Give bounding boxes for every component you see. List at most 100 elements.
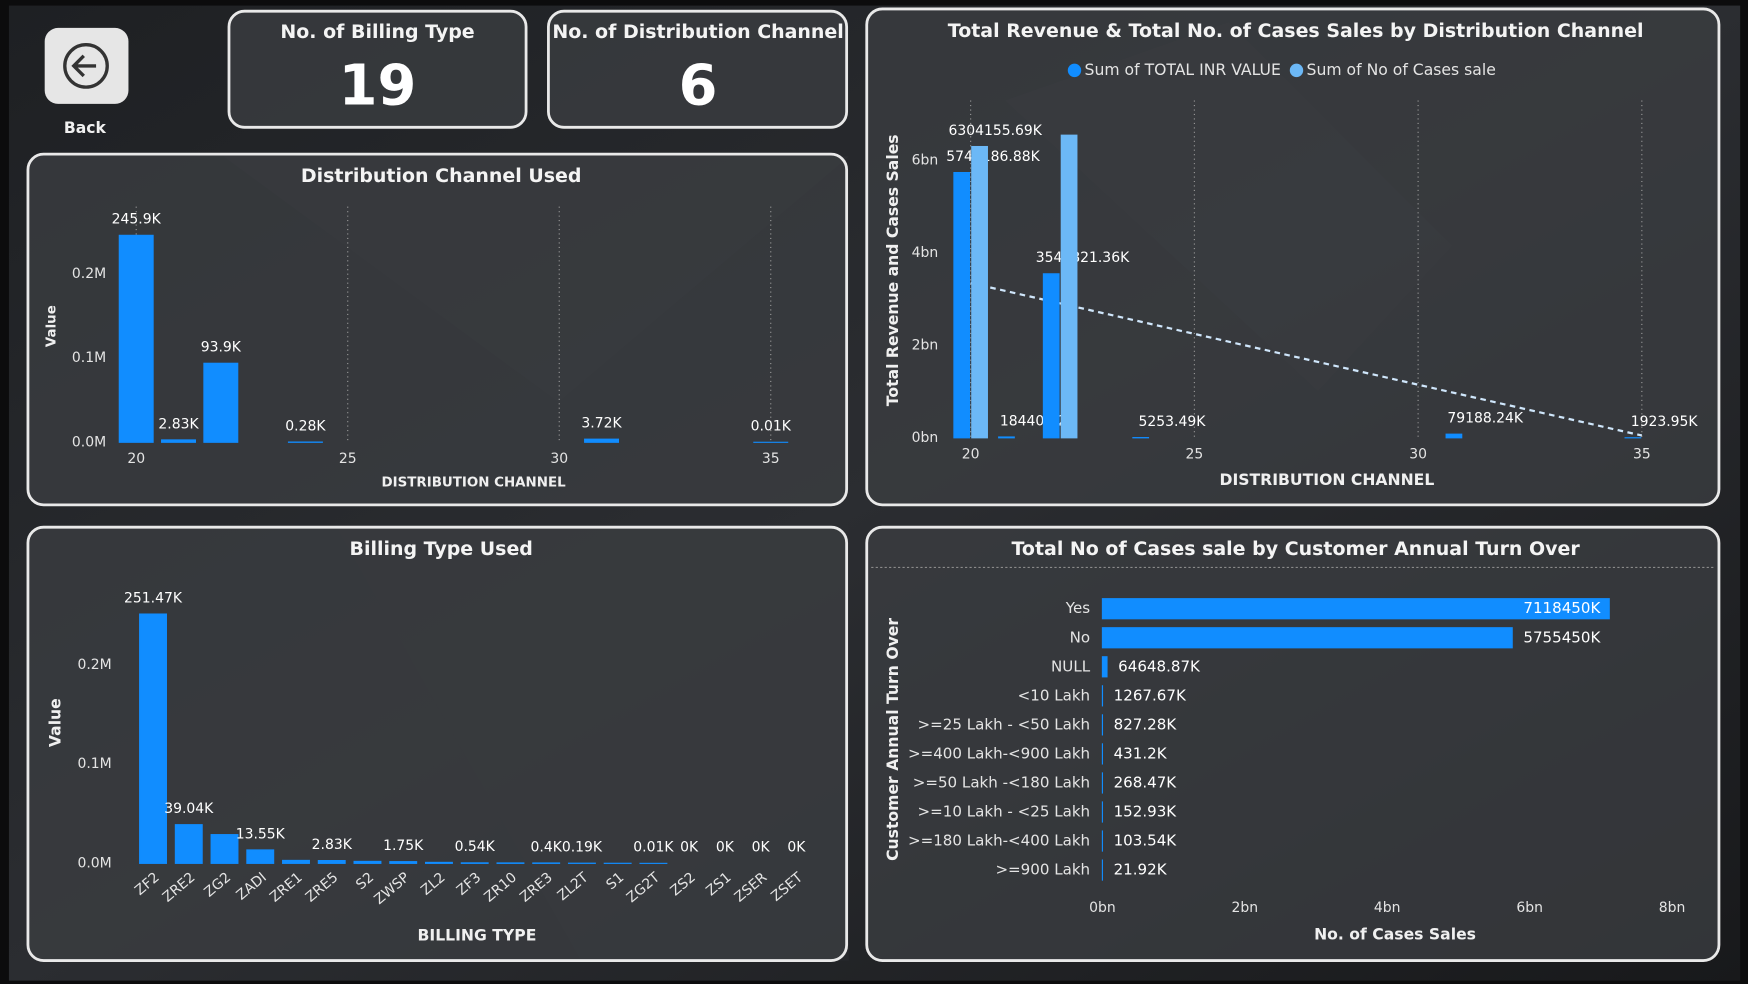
y-tick-label: 0bn [912, 430, 939, 446]
data-label: 2.83K [312, 837, 353, 853]
data-label: 0K [787, 840, 806, 856]
data-label: 64648.87K [1118, 657, 1201, 675]
trend-line [970, 281, 1643, 437]
data-label: 0.01K [633, 840, 674, 856]
bar [584, 438, 620, 443]
chart-title: Billing Type Used [350, 538, 533, 560]
chart-title: Distribution Channel Used [301, 165, 582, 187]
bar [1101, 627, 1513, 649]
x-tick-label: 4bn [1374, 900, 1401, 916]
x-tick-label: 30 [1409, 447, 1427, 463]
card-title: No. of Billing Type [280, 21, 474, 43]
y-tick-label: 4bn [912, 245, 939, 261]
data-label: 79188.24K [1447, 411, 1524, 427]
data-label: 0.28K [285, 418, 326, 434]
data-label: 3.72K [581, 416, 622, 432]
y-tick-label: <10 Lakh [1018, 686, 1090, 704]
y-tick-label: >=400 Lakh-<900 Lakh [908, 744, 1090, 762]
y-axis-title: Customer Annual Turn Over [883, 618, 902, 861]
x-tick-label: 8bn [1659, 900, 1686, 916]
legend-label: Sum of No of Cases sale [1307, 60, 1496, 79]
data-label: 7118450K [1523, 599, 1601, 617]
y-axis-title: Value [44, 305, 59, 347]
bar [139, 613, 167, 864]
data-label: 5253.49K [1139, 414, 1207, 430]
x-axis-title: No. of Cases Sales [1314, 924, 1476, 943]
y-tick-label: 0.0M [77, 855, 111, 871]
bar [1060, 134, 1078, 439]
y-tick-label: 0.2M [72, 266, 106, 282]
chart-title: Total No of Cases sale by Customer Annua… [1012, 538, 1581, 560]
data-label: 0.54K [455, 839, 496, 855]
y-tick-label: 0.1M [72, 350, 106, 366]
bar [953, 171, 971, 439]
x-tick-label: 35 [762, 451, 780, 467]
bar [174, 824, 203, 864]
data-label: 5741186.88K [946, 149, 1040, 165]
x-tick-label: 30 [550, 451, 568, 467]
x-axis-title: DISTRIBUTION CHANNEL [1219, 470, 1434, 489]
bar [246, 849, 275, 864]
chart-title: Total Revenue & Total No. of Cases Sales… [948, 20, 1644, 42]
bar [998, 436, 1015, 439]
data-label: 103.54K [1114, 832, 1178, 850]
y-tick-label: NULL [1051, 657, 1091, 675]
x-tick-label: 25 [339, 451, 357, 467]
bar [971, 145, 988, 439]
data-label: 251.47K [124, 590, 183, 606]
card [227, 9, 528, 129]
back-label[interactable]: Back [64, 118, 107, 137]
data-label: 0K [752, 840, 771, 856]
x-tick-label: 6bn [1516, 900, 1543, 916]
y-tick-label: No [1070, 628, 1090, 646]
back-button[interactable]: Back [44, 27, 129, 137]
data-label: 6304155.69K [948, 123, 1042, 139]
bar [203, 362, 239, 443]
bar [1101, 656, 1108, 678]
x-tick-label: 2bn [1232, 900, 1259, 916]
x-tick-label: 35 [1633, 447, 1651, 463]
data-label: 0.4K [531, 839, 563, 855]
bar [389, 861, 418, 864]
back-arrow [71, 54, 97, 78]
data-label: 39.04K [164, 801, 214, 817]
data-label: 0K [716, 840, 735, 856]
y-tick-label: 2bn [912, 337, 939, 353]
card-value: 6 [679, 53, 718, 118]
y-tick-label: 0.0M [72, 434, 106, 450]
y-tick-label: 0.2M [77, 657, 111, 673]
data-label: 13.55K [236, 826, 286, 842]
legend-marker [1289, 63, 1304, 78]
legend-marker [1067, 63, 1082, 78]
bar [1042, 273, 1060, 439]
y-tick-label: >=180 Lakh-<400 Lakh [908, 832, 1090, 850]
legend-label: Sum of TOTAL INR VALUE [1085, 60, 1281, 79]
bar [317, 860, 346, 864]
data-label: 827.28K [1114, 715, 1178, 733]
y-tick-label: >=25 Lakh - <50 Lakh [918, 715, 1091, 733]
bar [1445, 433, 1463, 439]
y-tick-label: 6bn [912, 153, 939, 169]
data-label: 431.2K [1114, 744, 1168, 762]
bar [118, 234, 154, 443]
y-axis-title: Value [45, 698, 64, 747]
bar [1101, 598, 1610, 620]
bar [210, 834, 239, 864]
bar [282, 859, 310, 864]
data-label: 3549821.36K [1036, 250, 1130, 266]
y-tick-label: >=50 Lakh -<180 Lakh [913, 773, 1090, 791]
data-label: 1.75K [383, 838, 424, 854]
x-axis-title: BILLING TYPE [417, 925, 536, 944]
data-label: 0K [680, 840, 699, 856]
data-label: 0.19K [562, 840, 603, 856]
chart-panel [865, 7, 1721, 507]
back-icon [63, 43, 109, 89]
card-value: 19 [339, 53, 417, 118]
data-label: 1267.67K [1114, 686, 1187, 704]
data-label: 0.01K [751, 419, 792, 435]
data-label: 5755450K [1523, 628, 1601, 646]
y-tick-label: >=900 Lakh [995, 861, 1090, 879]
x-tick-label: 20 [962, 447, 980, 463]
